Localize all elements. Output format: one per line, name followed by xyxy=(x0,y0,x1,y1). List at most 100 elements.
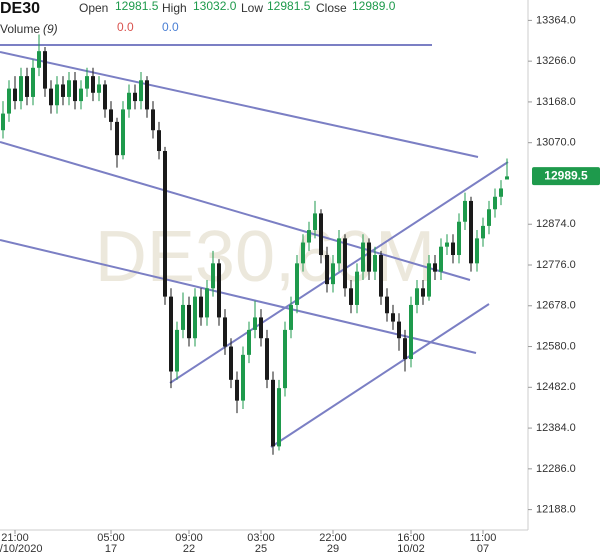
x-tick-sublabel: 29 xyxy=(327,543,339,555)
candle-body xyxy=(397,321,401,339)
y-tick-label: 12188.0 xyxy=(536,504,576,516)
y-tick-label: 12776.0 xyxy=(536,259,576,271)
candle-body xyxy=(493,196,497,210)
candle-body xyxy=(121,109,125,156)
candle-body xyxy=(31,67,35,97)
candle-body xyxy=(415,288,419,305)
candle-body xyxy=(367,242,371,272)
y-tick-label: 13266.0 xyxy=(536,55,576,67)
x-tick-label: 22:00 xyxy=(319,532,347,544)
candle-body xyxy=(295,263,299,305)
candle-body xyxy=(85,76,89,89)
x-tick-label: 03:00 xyxy=(247,532,275,544)
candle-body xyxy=(421,288,425,297)
volume-period: (9) xyxy=(43,22,58,36)
candle-body xyxy=(301,242,305,264)
candle-body xyxy=(199,296,203,318)
candle-body xyxy=(235,379,239,401)
trendline xyxy=(270,303,490,448)
volume-label: Volume xyxy=(0,22,40,36)
y-tick-label: 12482.0 xyxy=(536,381,576,393)
close-value: 12989.0 xyxy=(352,0,396,13)
candle-body xyxy=(253,317,257,330)
candle-body xyxy=(487,209,491,226)
y-tick-label: 12384.0 xyxy=(536,422,576,434)
candle-body xyxy=(463,200,467,222)
x-tick-sublabel: 25 xyxy=(255,543,267,555)
x-tick-label: 11:00 xyxy=(470,532,497,544)
high-label: High xyxy=(162,1,187,15)
candle-body xyxy=(151,109,155,131)
x-tick-label: 16:00 xyxy=(397,532,425,544)
candle-body xyxy=(355,271,359,305)
y-tick-label: 13364.0 xyxy=(536,14,576,26)
y-tick-label: 12874.0 xyxy=(536,218,576,230)
candle-body xyxy=(37,51,41,68)
candle-body xyxy=(43,51,47,89)
watermark: DE30,60M xyxy=(95,217,435,297)
high-value: 13032.0 xyxy=(193,0,237,13)
volume-b: 0.0 xyxy=(162,20,179,34)
candle-body xyxy=(139,80,143,102)
candle-body xyxy=(391,313,395,322)
candle-body xyxy=(361,242,365,272)
candle-body xyxy=(445,242,449,247)
candle-body xyxy=(403,338,407,360)
x-tick-label: 05:00 xyxy=(97,532,125,544)
candle-body xyxy=(163,151,167,297)
candle-body xyxy=(73,80,77,102)
volume-a: 0.0 xyxy=(117,20,134,34)
x-tick-sublabel: 10/02 xyxy=(397,543,425,555)
candle-body xyxy=(103,84,107,110)
last-price-label: 12989.5 xyxy=(544,168,588,182)
candle-body xyxy=(385,296,389,314)
candle-body xyxy=(61,84,65,97)
candle-body xyxy=(475,238,479,264)
candle-body xyxy=(409,304,413,360)
candle-body xyxy=(223,317,227,347)
candle-body xyxy=(469,200,473,264)
candle-body xyxy=(115,121,119,156)
trendline xyxy=(0,239,477,354)
candle-body xyxy=(289,304,293,330)
x-tick-label: 21:00 xyxy=(1,532,29,544)
candle-body xyxy=(109,109,113,122)
candle-body xyxy=(331,263,335,285)
candle-body xyxy=(55,84,59,106)
candle-body xyxy=(325,255,329,285)
candle-body xyxy=(145,80,149,110)
candle-body xyxy=(337,238,341,264)
candle-body xyxy=(79,88,83,102)
candle-body xyxy=(127,92,131,110)
candle-body xyxy=(271,379,275,447)
candle-body xyxy=(19,76,23,102)
candle-body xyxy=(247,329,251,355)
candle-body xyxy=(433,263,437,272)
candle-body xyxy=(187,304,191,339)
candle-body xyxy=(451,242,455,256)
candle-body xyxy=(91,76,95,93)
candle-body xyxy=(193,296,197,339)
candle-body xyxy=(169,296,173,372)
x-tick-sublabel: 07 xyxy=(477,543,489,555)
header: DE30 Open 12981.5 High 13032.0 Low 12981… xyxy=(0,0,396,36)
candle-body xyxy=(265,338,269,380)
candle-body xyxy=(67,80,71,97)
candle-body xyxy=(211,263,215,289)
candle-body xyxy=(13,88,17,102)
x-tick-sublabel: 17 xyxy=(105,543,117,555)
candle-body xyxy=(49,88,53,106)
candle-body xyxy=(181,304,185,330)
candle-body xyxy=(439,246,443,272)
candle-body xyxy=(133,92,137,102)
x-tick-sublabel: 09/10/2020 xyxy=(0,543,43,555)
candle-body xyxy=(343,238,347,289)
close-label: Close xyxy=(316,1,347,15)
candle-body xyxy=(217,263,221,318)
candle-body xyxy=(25,76,29,97)
candles xyxy=(1,34,509,455)
candle-body xyxy=(157,130,161,152)
low-label: Low xyxy=(241,1,263,15)
candle-body xyxy=(175,329,179,372)
